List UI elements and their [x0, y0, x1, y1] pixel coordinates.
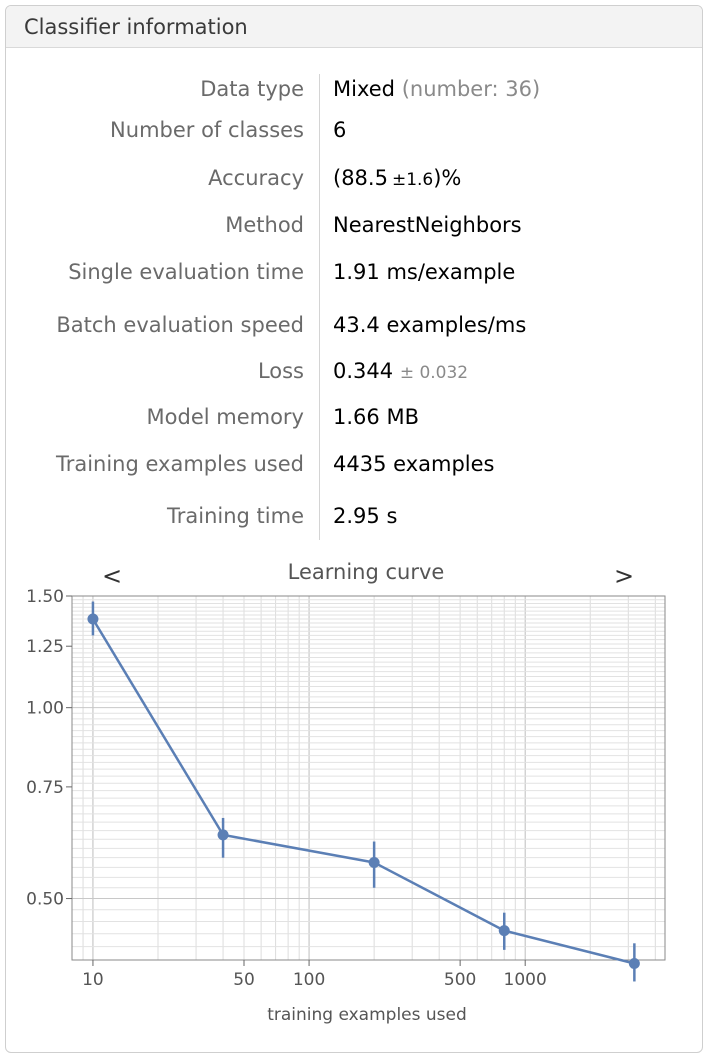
data-type-detail: (number: 36): [401, 77, 541, 101]
method-label: Method: [225, 213, 304, 237]
memory-value: 1.66 MB: [333, 402, 419, 432]
loss-pm: ± 0.032: [399, 363, 469, 383]
x-tick-label: 1000: [504, 970, 547, 990]
x-axis-label: training examples used: [267, 1005, 467, 1025]
plot-frame: [71, 595, 666, 961]
data-point: [217, 829, 229, 841]
memory-number: 1.66: [333, 405, 380, 429]
row-single-eval: Single evaluation time 1.91 ms/example: [6, 257, 702, 287]
training-time-value: 2.95 s: [333, 501, 397, 531]
x-tick-label: 50: [233, 970, 255, 990]
x-tick-label: 10: [82, 970, 104, 990]
memory-unit: MB: [386, 405, 419, 429]
next-chart-button[interactable]: >: [614, 562, 634, 590]
memory-label: Model memory: [146, 405, 304, 429]
method-value: NearestNeighbors: [333, 213, 522, 237]
panel-header: Classifier information: [6, 6, 702, 48]
batch-eval-number: 43.4: [333, 313, 380, 337]
training-time-label: Training time: [167, 504, 304, 528]
training-time-number: 2.95: [333, 504, 380, 528]
loss-value: 0.344 ± 0.032: [333, 356, 468, 388]
training-examples-label: Training examples used: [55, 452, 304, 476]
accuracy-label: Accuracy: [208, 166, 304, 190]
batch-eval-unit: examples/ms: [386, 313, 527, 337]
y-tick-label: 1.50: [26, 587, 64, 607]
single-eval-label: Single evaluation time: [68, 260, 304, 284]
row-loss: Loss 0.344 ± 0.032: [6, 356, 702, 388]
learning-curve-chart: < > Learning curve 10 50 100 500 1000 0.50 0.7…: [26, 560, 666, 1025]
y-tick-label: 1.25: [26, 637, 64, 657]
training-time-unit: s: [386, 504, 398, 528]
chart-title: Learning curve: [288, 560, 445, 584]
training-examples-unit: examples: [393, 452, 495, 476]
training-examples-number: 4435: [333, 452, 387, 476]
axis-ticks: 10 50 100 500 1000 0.50 0.75 1.00 1.25 1.50: [26, 587, 547, 990]
accuracy-pm: ±1.6: [391, 170, 434, 190]
y-tick-label: 0.75: [26, 778, 64, 798]
row-classes: Number of classes 6: [6, 115, 702, 145]
classifier-panel: Classifier information Data type Mixed (…: [5, 5, 703, 1053]
data-point: [368, 856, 380, 868]
chart-grid: [71, 595, 665, 960]
data-series: [87, 601, 640, 982]
training-examples-value: 4435 examples: [333, 449, 494, 479]
single-eval-unit: ms/example: [386, 260, 516, 284]
loss-number: 0.344: [333, 359, 394, 383]
info-divider: [319, 74, 320, 540]
y-tick-label: 1.00: [26, 699, 64, 719]
row-training-examples: Training examples used 4435 examples: [6, 449, 702, 479]
row-accuracy: Accuracy (88.5 ±1.6)%: [6, 163, 702, 195]
row-batch-eval: Batch evaluation speed 43.4 examples/ms: [6, 310, 702, 340]
data-type-label: Data type: [200, 77, 304, 101]
panel-title: Classifier information: [24, 14, 248, 39]
classes-value: 6: [333, 118, 347, 142]
prev-chart-button[interactable]: <: [102, 562, 122, 590]
single-eval-number: 1.91: [333, 260, 380, 284]
series-line: [91, 618, 635, 965]
classes-label: Number of classes: [110, 118, 304, 142]
row-method: Method NearestNeighbors: [6, 210, 702, 240]
data-point: [628, 957, 640, 969]
x-tick-label: 100: [293, 970, 325, 990]
row-training-time: Training time 2.95 s: [6, 501, 702, 531]
data-type-value: Mixed (number: 36): [333, 74, 540, 104]
x-tick-label: 500: [444, 970, 476, 990]
data-point: [87, 613, 99, 625]
row-data-type: Data type Mixed (number: 36): [6, 74, 702, 104]
loss-label: Loss: [257, 359, 304, 383]
accuracy-value: (88.5 ±1.6)%: [333, 163, 461, 195]
accuracy-close: )%: [433, 166, 462, 190]
row-memory: Model memory 1.66 MB: [6, 402, 702, 432]
batch-eval-label: Batch evaluation speed: [56, 313, 304, 337]
single-eval-value: 1.91 ms/example: [333, 257, 515, 287]
y-tick-label: 0.50: [26, 890, 64, 910]
batch-eval-value: 43.4 examples/ms: [333, 310, 526, 340]
learning-curve-section: < > Learning curve 10 50 100 500 1000 0.50 0.7…: [6, 551, 702, 1051]
data-point: [498, 925, 510, 937]
accuracy-open: (88.5: [333, 166, 388, 190]
data-type-main: Mixed: [333, 77, 395, 101]
